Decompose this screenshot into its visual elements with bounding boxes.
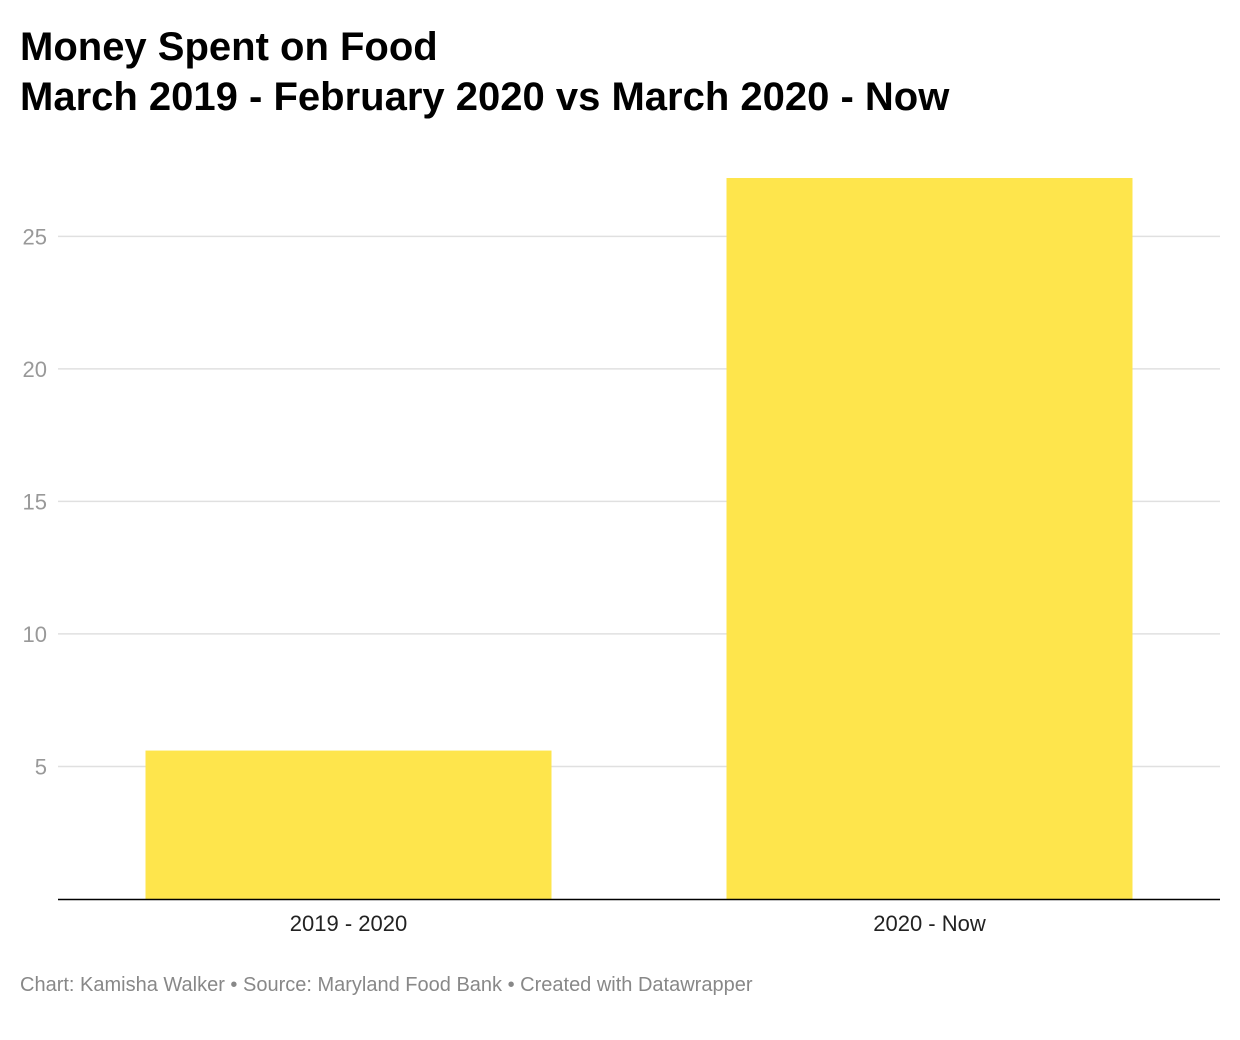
created-with: Created with Datawrapper — [520, 974, 753, 996]
bar — [145, 750, 552, 899]
bars — [145, 178, 1133, 899]
y-tick-label: 5 — [35, 754, 47, 779]
bar — [726, 178, 1133, 899]
y-tick-label: 25 — [23, 224, 47, 249]
chart-footer: Chart: Kamisha Walker • Source: Maryland… — [20, 974, 753, 997]
footer-separator: • — [502, 974, 521, 996]
y-tick-label: 20 — [23, 357, 47, 382]
y-axis-ticks: 5 10 15 20 25 — [23, 224, 47, 779]
x-tick-label: 2020 - Now — [873, 911, 986, 936]
y-tick-label: 10 — [23, 622, 47, 647]
footer-separator: • — [224, 974, 243, 996]
chart-credit: Chart: Kamisha Walker — [20, 974, 225, 996]
x-tick-label: 2019 - 2020 — [290, 911, 407, 936]
x-axis-ticks: 2019 - 2020 2020 - Now — [290, 911, 986, 936]
chart-title-line1: Money Spent on Food — [20, 25, 438, 69]
y-tick-label: 15 — [23, 489, 47, 514]
chart-title: Money Spent on Food March 2019 - Februar… — [20, 22, 949, 122]
chart-source: Source: Maryland Food Bank — [243, 974, 503, 996]
chart-title-line2: March 2019 - February 2020 vs March 2020… — [20, 75, 950, 119]
